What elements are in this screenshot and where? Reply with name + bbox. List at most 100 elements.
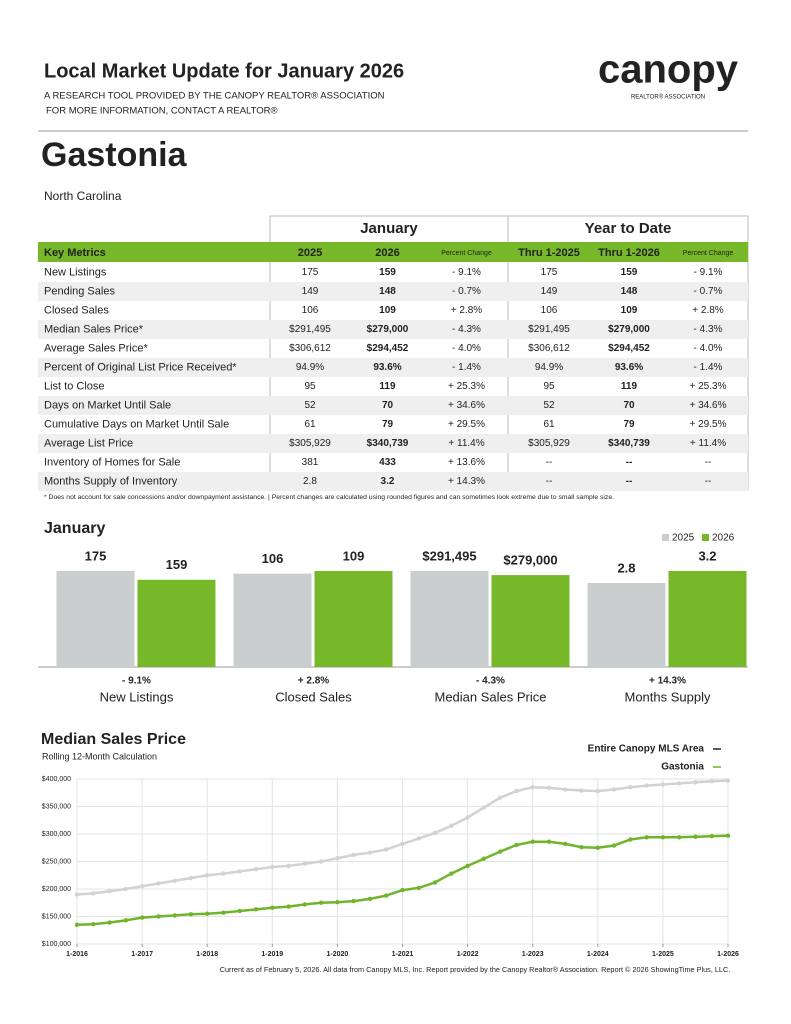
point <box>676 781 682 786</box>
point <box>253 867 259 872</box>
point <box>367 896 373 902</box>
cell: 159 <box>621 267 638 278</box>
cell: $291,495 <box>528 324 570 335</box>
point <box>205 873 210 878</box>
x-tick-label: 1-2023 <box>522 951 544 958</box>
category-label: Months Supply <box>625 689 711 704</box>
cell: 52 <box>304 400 316 411</box>
cell: + 2.8% <box>451 305 483 316</box>
y-tick-label: $150,000 <box>42 913 71 920</box>
x-tick-label: 1-2022 <box>457 951 479 958</box>
row-band <box>38 434 748 453</box>
point <box>546 785 552 790</box>
point <box>237 908 242 914</box>
cell: 119 <box>621 381 638 392</box>
point <box>384 893 389 898</box>
row-label: Cumulative Days on Market Until Sale <box>44 418 229 430</box>
cell: $294,452 <box>367 343 409 354</box>
point <box>416 885 421 891</box>
cell: + 25.3% <box>690 381 727 392</box>
cell: - 0.7% <box>452 286 481 297</box>
x-tick-label: 1-2024 <box>587 951 609 958</box>
point <box>318 859 324 864</box>
point <box>644 835 649 840</box>
point <box>628 837 633 842</box>
point <box>367 850 373 855</box>
row-band <box>38 320 748 339</box>
point <box>91 922 96 927</box>
logo-tagline: REALTOR® ASSOCIATION <box>631 94 705 101</box>
section-title: January <box>44 520 105 537</box>
title: Local Market Update for January 2026 <box>44 60 404 82</box>
cell: + 34.6% <box>690 400 727 411</box>
subtitle: FOR MORE INFORMATION, CONTACT A REALTOR® <box>46 106 278 117</box>
point <box>709 779 714 784</box>
legend-label: Gastonia <box>661 762 704 773</box>
header-row <box>38 242 748 262</box>
point <box>123 886 129 892</box>
value-label: $291,495 <box>422 548 476 563</box>
category-label: Median Sales Price <box>435 689 547 704</box>
point <box>400 841 405 847</box>
y-tick-label: $400,000 <box>42 776 71 783</box>
group-header: Year to Date <box>585 220 672 237</box>
cell: -- <box>626 457 633 468</box>
cell: - 9.1% <box>694 267 723 278</box>
legend-label: Entire Canopy MLS Area <box>588 744 705 755</box>
cell: 149 <box>302 286 319 297</box>
point <box>139 915 145 920</box>
cell: $279,000 <box>608 324 650 335</box>
point <box>432 830 438 836</box>
row-band <box>38 358 748 377</box>
cell: $306,612 <box>528 343 570 354</box>
point <box>384 847 389 852</box>
cell: - 9.1% <box>452 267 481 278</box>
point <box>611 843 617 848</box>
bar <box>410 571 489 667</box>
x-tick-label: 1-2017 <box>131 951 153 958</box>
cell: 106 <box>302 305 319 316</box>
point <box>595 788 600 794</box>
point <box>107 920 112 925</box>
point <box>660 835 666 840</box>
row-label: Percent of Original List Price Received* <box>44 361 237 373</box>
point <box>351 898 356 904</box>
cell: + 25.3% <box>448 381 485 392</box>
y-tick-label: $300,000 <box>42 831 71 838</box>
cell: -- <box>705 457 712 468</box>
point <box>253 907 259 912</box>
cell: 93.6% <box>373 362 401 373</box>
row-band <box>38 396 748 415</box>
row-band <box>38 472 748 491</box>
point <box>172 913 177 918</box>
cell: 79 <box>623 419 635 430</box>
point <box>270 864 275 870</box>
point <box>270 905 275 910</box>
cell: 95 <box>543 381 555 392</box>
value-label: 159 <box>166 557 188 572</box>
point <box>546 839 552 844</box>
y-tick-label: $350,000 <box>42 803 71 810</box>
section-subtitle: Rolling 12-Month Calculation <box>42 751 157 761</box>
cell: 94.9% <box>296 362 324 373</box>
footnote: * Does not account for sale concessions … <box>44 494 614 501</box>
cell: $294,452 <box>608 343 650 354</box>
cell: 106 <box>541 305 558 316</box>
bar <box>491 575 570 667</box>
change-label: + 2.8% <box>298 676 330 687</box>
legend-swatch <box>702 534 709 541</box>
cell: 61 <box>304 419 316 430</box>
row-label: New Listings <box>44 266 107 278</box>
point <box>400 887 405 893</box>
point <box>449 871 454 876</box>
cell: - 0.7% <box>694 286 723 297</box>
area-name: Gastonia <box>41 136 188 174</box>
point <box>693 780 698 785</box>
row-label: Months Supply of Inventory <box>44 475 178 487</box>
legend-label: 2025 <box>672 533 695 544</box>
column-header: Percent Change <box>441 250 492 257</box>
bar <box>587 583 666 667</box>
cell: - 4.3% <box>452 324 481 335</box>
row-label: Closed Sales <box>44 304 109 316</box>
point <box>563 841 568 847</box>
